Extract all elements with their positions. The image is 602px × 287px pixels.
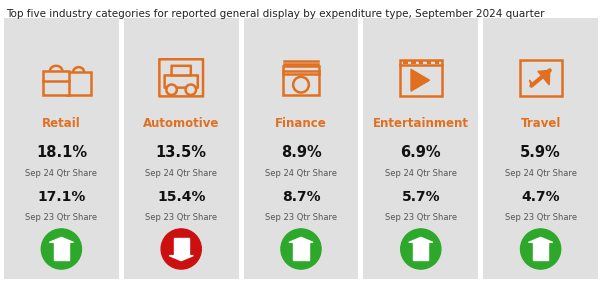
FancyBboxPatch shape <box>419 61 423 64</box>
Circle shape <box>401 229 441 269</box>
Text: 17.1%: 17.1% <box>37 190 85 204</box>
FancyBboxPatch shape <box>483 18 598 279</box>
FancyBboxPatch shape <box>43 71 69 95</box>
Text: Travel: Travel <box>520 117 561 130</box>
FancyBboxPatch shape <box>520 60 562 96</box>
Text: Sep 24 Qtr Share: Sep 24 Qtr Share <box>25 169 98 178</box>
Polygon shape <box>538 70 550 85</box>
FancyBboxPatch shape <box>67 72 91 95</box>
Polygon shape <box>49 237 73 242</box>
FancyBboxPatch shape <box>4 18 119 279</box>
Polygon shape <box>529 237 553 242</box>
Circle shape <box>42 229 81 269</box>
Text: Top five industry categories for reported general display by expenditure type, S: Top five industry categories for reporte… <box>6 9 544 19</box>
Polygon shape <box>529 80 534 86</box>
Text: Retail: Retail <box>42 117 81 130</box>
Polygon shape <box>54 242 69 260</box>
Text: Sep 24 Qtr Share: Sep 24 Qtr Share <box>145 169 217 178</box>
Text: 18.1%: 18.1% <box>36 145 87 160</box>
Circle shape <box>161 229 201 269</box>
Polygon shape <box>533 242 548 260</box>
Text: 15.4%: 15.4% <box>157 190 205 204</box>
Text: Sep 24 Qtr Share: Sep 24 Qtr Share <box>265 169 337 178</box>
Text: Automotive: Automotive <box>143 117 219 130</box>
Text: Sep 24 Qtr Share: Sep 24 Qtr Share <box>504 169 577 178</box>
Text: Entertainment: Entertainment <box>373 117 469 130</box>
Polygon shape <box>289 237 313 242</box>
FancyBboxPatch shape <box>172 66 191 75</box>
Text: 4.7%: 4.7% <box>521 190 560 204</box>
FancyBboxPatch shape <box>403 61 408 64</box>
Polygon shape <box>169 256 193 261</box>
Text: Sep 23 Qtr Share: Sep 23 Qtr Share <box>504 213 577 222</box>
FancyBboxPatch shape <box>435 61 439 64</box>
FancyBboxPatch shape <box>164 75 198 88</box>
Polygon shape <box>173 238 189 256</box>
FancyBboxPatch shape <box>124 18 238 279</box>
FancyBboxPatch shape <box>283 66 319 95</box>
Polygon shape <box>413 242 429 260</box>
Text: 8.7%: 8.7% <box>282 190 320 204</box>
FancyBboxPatch shape <box>427 61 431 64</box>
Text: Sep 23 Qtr Share: Sep 23 Qtr Share <box>145 213 217 222</box>
Text: 13.5%: 13.5% <box>156 145 206 160</box>
Text: Sep 23 Qtr Share: Sep 23 Qtr Share <box>25 213 98 222</box>
Text: Sep 23 Qtr Share: Sep 23 Qtr Share <box>385 213 457 222</box>
Text: Sep 23 Qtr Share: Sep 23 Qtr Share <box>265 213 337 222</box>
Text: 5.7%: 5.7% <box>402 190 440 204</box>
Text: 8.9%: 8.9% <box>281 145 321 160</box>
FancyBboxPatch shape <box>244 18 358 279</box>
Text: 5.9%: 5.9% <box>520 145 561 160</box>
Polygon shape <box>409 237 433 242</box>
FancyBboxPatch shape <box>400 60 442 96</box>
Circle shape <box>293 77 309 92</box>
FancyBboxPatch shape <box>364 18 478 279</box>
FancyBboxPatch shape <box>160 59 203 96</box>
Text: Sep 24 Qtr Share: Sep 24 Qtr Share <box>385 169 457 178</box>
Circle shape <box>185 84 196 95</box>
Polygon shape <box>411 69 429 91</box>
FancyBboxPatch shape <box>411 61 415 64</box>
Text: Finance: Finance <box>275 117 327 130</box>
Circle shape <box>281 229 321 269</box>
Circle shape <box>521 229 560 269</box>
Circle shape <box>166 84 177 95</box>
Polygon shape <box>293 242 309 260</box>
Text: 6.9%: 6.9% <box>400 145 441 160</box>
